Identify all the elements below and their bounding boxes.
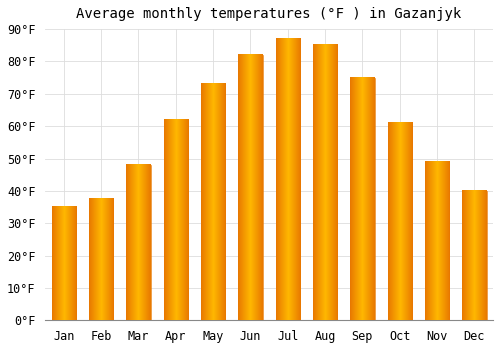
- Title: Average monthly temperatures (°F ) in Gazanjyk: Average monthly temperatures (°F ) in Ga…: [76, 7, 462, 21]
